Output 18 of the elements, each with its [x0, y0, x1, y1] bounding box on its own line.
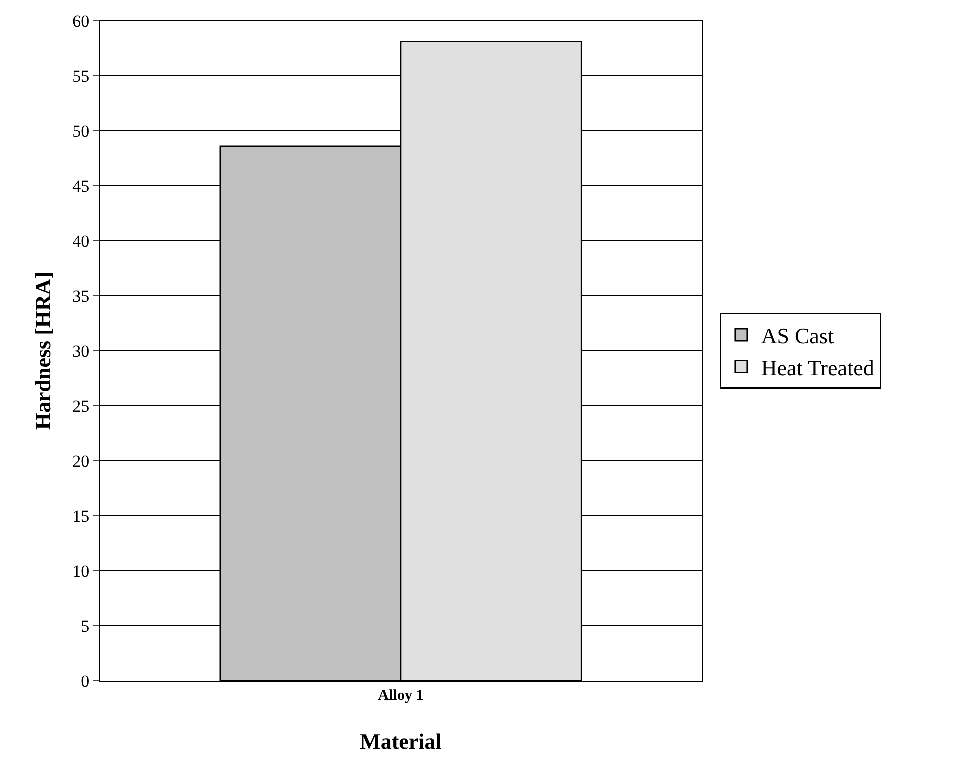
x-tick-label: Alloy 1 — [378, 688, 424, 704]
y-tick-label: 0 — [81, 672, 90, 691]
y-tick-label: 20 — [72, 452, 90, 471]
y-tick-label: 10 — [72, 562, 90, 581]
y-axis-title: Hardness [HRA] — [30, 272, 56, 430]
legend-label: Heat Treated — [761, 355, 874, 380]
y-tick-label: 15 — [72, 506, 90, 526]
y-tick-label: 50 — [72, 122, 90, 141]
legend-label: AS Cast — [761, 324, 834, 349]
y-tick-label: 30 — [72, 342, 90, 361]
x-axis-title: Material — [360, 728, 442, 754]
y-tick-label: 25 — [72, 396, 90, 416]
y-tick-label: 60 — [72, 12, 90, 31]
y-tick-label: 45 — [72, 176, 90, 196]
y-tick-label: 35 — [72, 286, 90, 306]
y-tick-label: 55 — [72, 66, 90, 86]
y-tick-label: 40 — [72, 232, 90, 251]
y-tick-label: 5 — [81, 616, 90, 636]
